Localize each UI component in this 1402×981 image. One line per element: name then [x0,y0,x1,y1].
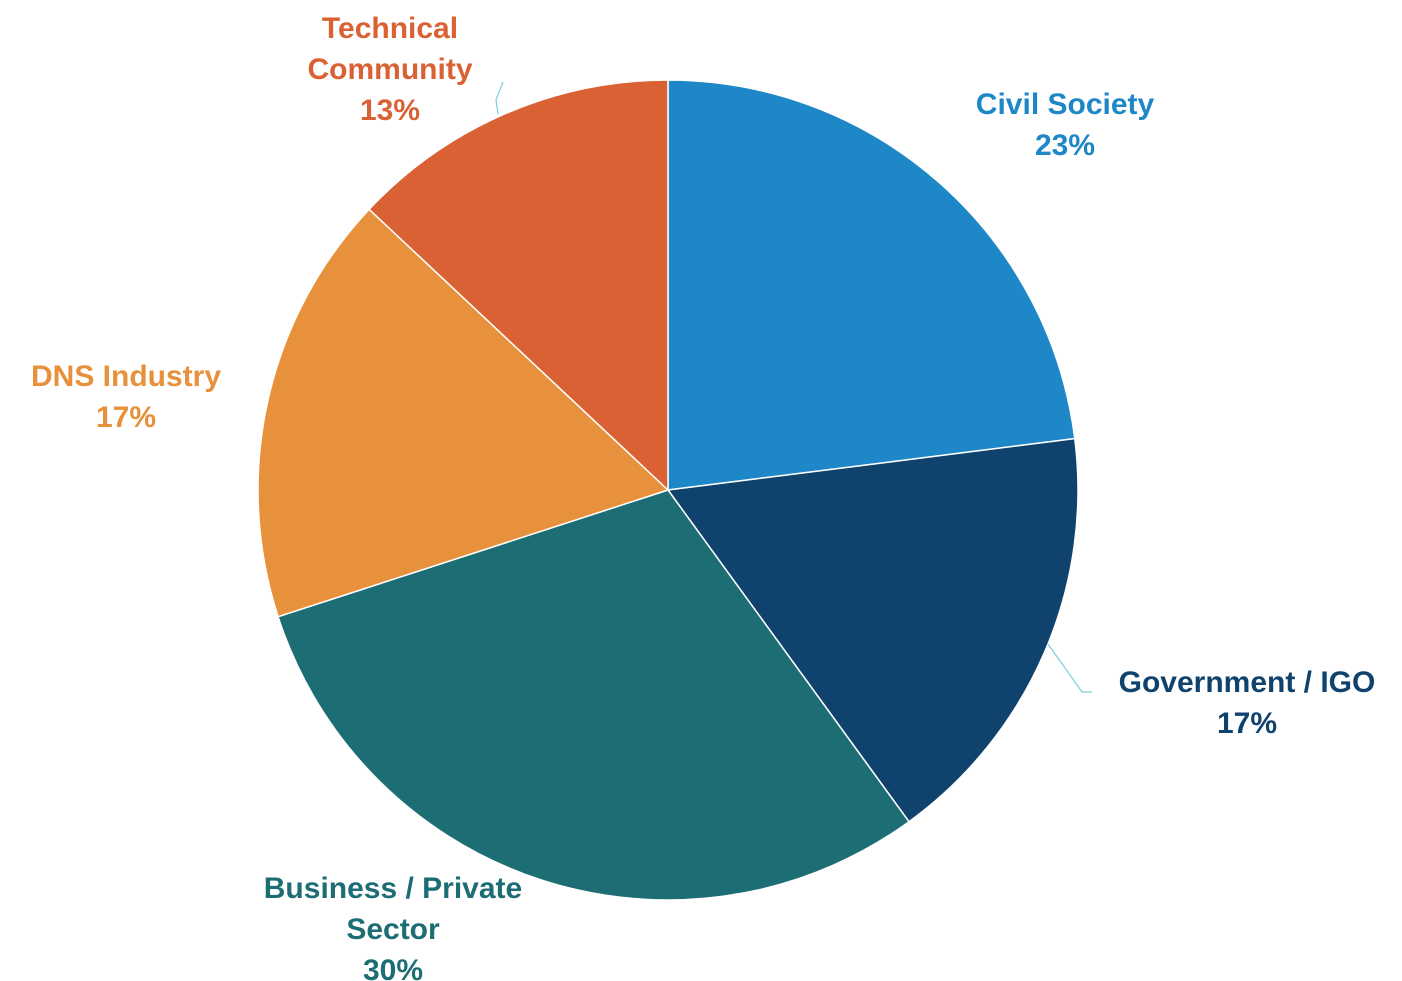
pie-slice-government-igo [666,437,1079,823]
slice-label-technical-community: Technical Community 13% [308,12,473,127]
slice-label-government-igo: Government / IGO 17% [1119,666,1376,740]
pie-slices [257,79,1079,901]
pie-slice-civil-society [667,79,1076,491]
slice-category-label: Community [308,53,473,86]
slice-labels: Civil Society 23% Government / IGO 17% Busin… [31,12,1375,981]
slice-category-label: Government / IGO [1119,666,1376,699]
slice-value-label: 17% [1217,707,1277,740]
leader-line-government-igo [1047,643,1092,693]
pie-slice-dns-industry [257,208,670,618]
slice-label-civil-society: Civil Society 23% [976,88,1155,162]
leader-line-technical-community [495,81,504,115]
slice-category-label: Sector [346,913,440,946]
slice-category-label: DNS Industry [31,360,221,393]
slice-label-business-private-sector: Business / Private Sector 30% [264,872,522,981]
pie-slice-business-private-sector [277,489,911,901]
pie-slice-technical-community [368,79,669,492]
slice-category-label: Business / Private [264,872,522,905]
slice-value-label: 30% [363,954,423,981]
slice-label-dns-industry: DNS Industry 17% [31,360,221,434]
slice-value-label: 13% [360,94,420,127]
slice-category-label: Technical [322,12,458,45]
slice-value-label: 23% [1035,129,1095,162]
slice-value-label: 17% [96,401,156,434]
leader-lines [495,81,1092,693]
slice-category-label: Civil Society [976,88,1155,121]
